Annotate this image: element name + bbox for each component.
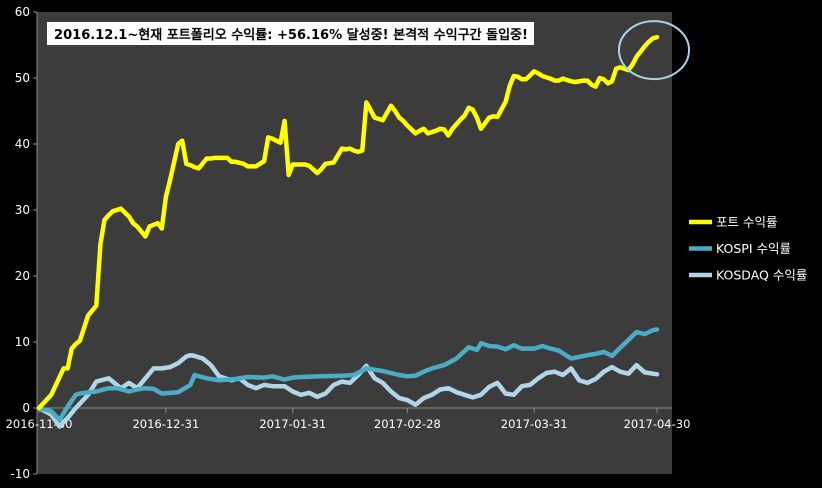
x-tick-label: 2017-03-31: [501, 417, 568, 431]
series-line-0: [36, 34, 660, 411]
y-tick-label: 60: [15, 5, 30, 19]
y-tick-label: 20: [15, 269, 30, 283]
legend-label-2: KOSDAQ 수익률: [716, 268, 807, 283]
title-box-background: [47, 22, 534, 45]
legend: 포트 수익률 KOSPI 수익률 KOSDAQ 수익률: [689, 215, 807, 283]
legend-label-0: 포트 수익률: [716, 215, 777, 230]
y-tick-label: 40: [15, 137, 30, 151]
plot-area: [37, 12, 672, 474]
x-tick-label: 2016-12-31: [132, 417, 199, 431]
series-line-1: [36, 327, 660, 423]
title-box: 2016.12.1~현재 포트폴리오 수익률: +56.16% 달성중! 본격적…: [47, 22, 534, 45]
y-tick-label: -10: [10, 467, 30, 481]
highlight-circle-annotation: [618, 20, 690, 81]
y-tick-label: 0: [22, 401, 30, 415]
series-layer: [36, 34, 660, 429]
chart-title: 2016.12.1~현재 포트폴리오 수익률: +56.16% 달성중! 본격적…: [54, 27, 528, 43]
x-tick-label: 2017-01-31: [259, 417, 326, 431]
y-tick-label: 50: [15, 71, 30, 85]
x-tick-label: 2017-02-28: [374, 417, 441, 431]
y-tick-label: 30: [15, 203, 30, 217]
legend-label-1: KOSPI 수익률: [716, 241, 791, 256]
y-tick-label: 10: [15, 335, 30, 349]
x-tick-label: 2017-04-30: [624, 417, 691, 431]
